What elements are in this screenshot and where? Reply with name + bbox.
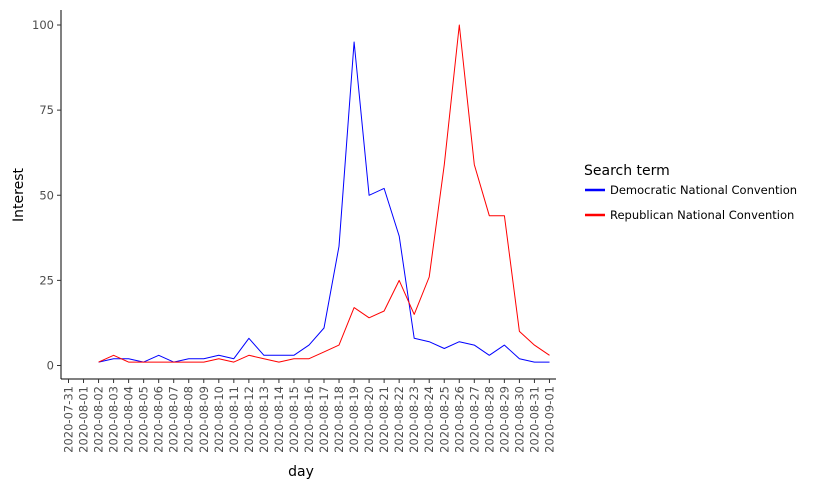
x-tick-label: 2020-08-29 [497, 386, 511, 453]
legend-title: Search term [584, 163, 670, 179]
x-tick-label: 2020-08-07 [167, 386, 181, 453]
x-tick-label: 2020-08-12 [242, 386, 256, 453]
x-tick-label: 2020-07-31 [62, 386, 76, 453]
x-tick-label: 2020-08-05 [137, 386, 151, 453]
x-tick-label: 2020-08-17 [317, 386, 331, 453]
y-tick-label: 100 [32, 18, 54, 32]
x-tick-label: 2020-08-13 [257, 386, 271, 453]
x-tick-label: 2020-08-21 [377, 386, 391, 453]
x-axis-title: day [288, 464, 314, 480]
legend-items: Democratic National Convention Republican… [585, 183, 797, 222]
x-tick-label: 2020-08-14 [272, 386, 286, 453]
x-tick-label: 2020-08-15 [287, 386, 301, 453]
x-tick-label: 2020-09-01 [542, 386, 556, 453]
x-tick-label: 2020-08-09 [197, 386, 211, 453]
x-tick-label: 2020-08-16 [302, 386, 316, 453]
y-tick-label: 25 [39, 273, 54, 287]
x-tick-label: 2020-08-18 [332, 386, 346, 453]
x-tick-label: 2020-08-30 [512, 386, 526, 453]
x-tick-label: 2020-08-02 [92, 386, 106, 453]
y-tick-label: 75 [39, 103, 54, 117]
legend: Search term Democratic National Conventi… [584, 163, 797, 222]
x-tick-label: 2020-08-23 [407, 386, 421, 453]
y-tick-label: 50 [39, 188, 54, 202]
x-tick-label: 2020-08-06 [152, 386, 166, 453]
legend-label: Democratic National Convention [610, 183, 797, 197]
series-layer [98, 24, 550, 363]
x-tick-label: 2020-08-01 [77, 386, 91, 453]
y-tick-label: 0 [47, 359, 54, 373]
series-line-democratic [98, 41, 550, 363]
x-tick-label: 2020-08-10 [212, 386, 226, 453]
x-tick-label: 2020-08-25 [437, 386, 451, 453]
series-line-republican [98, 24, 550, 363]
x-tick-label: 2020-08-04 [122, 386, 136, 453]
y-axis: 0 25 50 75 100 [32, 10, 62, 379]
x-tick-label: 2020-08-20 [362, 386, 376, 453]
x-tick-label: 2020-08-28 [482, 386, 496, 453]
x-tick-label: 2020-08-22 [392, 386, 406, 453]
y-axis-title: Interest [11, 168, 27, 222]
x-tick-label: 2020-08-08 [182, 386, 196, 453]
legend-label: Republican National Convention [610, 208, 794, 222]
x-tick-label: 2020-08-31 [527, 386, 541, 453]
x-tick-label: 2020-08-24 [422, 386, 436, 453]
x-tick-label: 2020-08-26 [452, 386, 466, 453]
x-axis: 2020-07-31 2020-08-01 2020-08-02 2020-08-03… [61, 378, 556, 453]
x-tick-label: 2020-08-03 [107, 386, 121, 453]
x-tick-label: 2020-08-11 [227, 386, 241, 453]
x-tick-label: 2020-08-19 [347, 386, 361, 453]
x-tick-label: 2020-08-27 [467, 386, 481, 453]
